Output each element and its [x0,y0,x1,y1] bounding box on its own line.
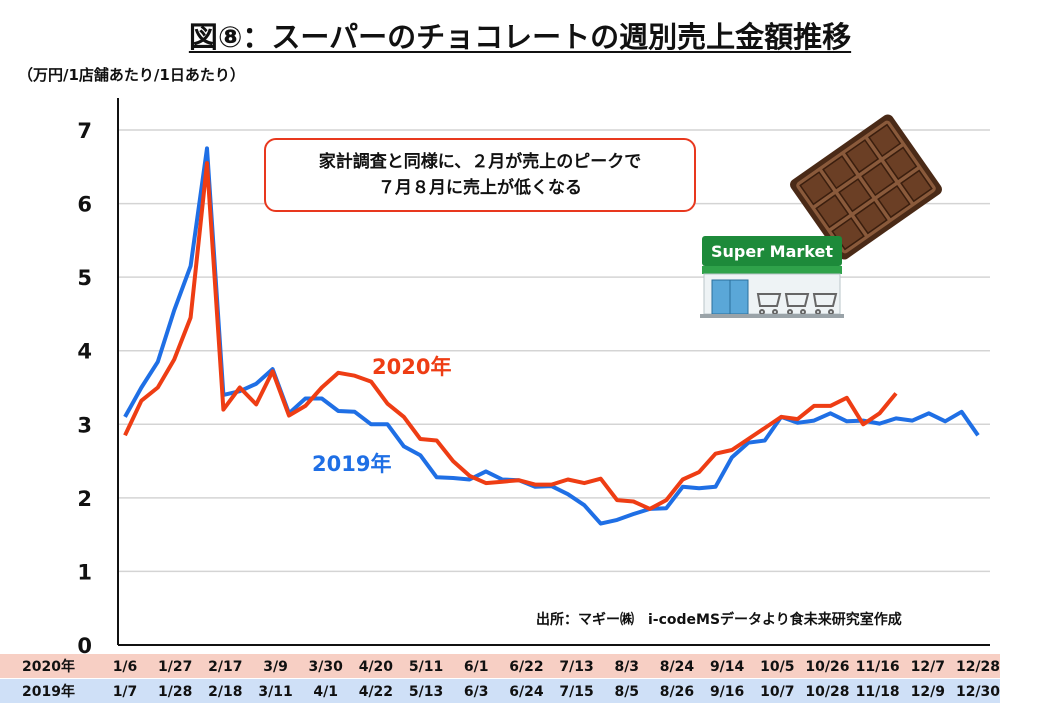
x-tick-label: 1/28 [158,684,192,700]
x-tick-label: 1/27 [158,659,192,675]
x-tick-label: 11/16 [856,659,900,675]
x-tick-label: 6/22 [509,659,543,675]
x-tick-label: 10/5 [760,659,794,675]
x-ticks-2019: 1/7 1/28 2/18 3/11 4/1 4/22 5/13 6/3 6/24 7/15 8/5… [113,684,1001,700]
x-tick-label: 3/11 [258,684,292,700]
x-tick-label: 12/28 [956,659,1000,675]
y-tick-label: 5 [77,266,92,290]
x-tick-label: 6/1 [464,659,489,675]
band-2019-label: 2019年 [22,683,75,700]
x-tick-label: 8/5 [614,684,639,700]
x-tick-label: 8/26 [660,684,694,700]
band-2020-label: 2020年 [22,658,75,675]
band-2020 [0,654,1000,678]
source-note: 出所：マギー㈱ i-codeMSデータより食未来研究室作成 [536,612,902,628]
x-tick-label: 8/3 [614,659,639,675]
y-tick-label: 3 [77,413,92,437]
x-tick-label: 3/30 [309,659,344,675]
x-tick-label: 3/9 [263,659,288,675]
x-tick-label: 11/18 [856,684,900,700]
y-tick-label: 1 [77,560,92,584]
y-tick-label: 0 [77,634,92,658]
data-points [124,148,979,524]
x-tick-label: 12/7 [911,659,945,675]
x-tick-label: 9/16 [710,684,744,700]
callout-line-2: ７月８月に売上が低くなる [378,178,582,198]
x-tick-label: 1/6 [113,659,138,675]
x-tick-label: 2/18 [208,684,242,700]
x-tick-label: 5/13 [409,684,443,700]
band-2019 [0,679,1000,703]
series-2020-line [123,161,898,511]
x-tick-label: 4/20 [359,659,394,675]
x-tick-label: 6/3 [464,684,489,700]
x-tick-label: 10/26 [805,659,849,675]
x-tick-label: 4/1 [313,684,338,700]
store-sign-text: Super Market [711,242,833,261]
callout-line-1: 家計調査と同様に、２月が売上のピークで [318,152,642,172]
x-tick-label: 10/28 [805,684,849,700]
supermarket-icon: Super Market [700,236,844,318]
x-tick-label: 9/14 [710,659,745,675]
x-tick-label: 2/17 [208,659,242,675]
y-tick-label: 4 [77,340,92,364]
x-tick-label: 5/11 [409,659,443,675]
y-tick-label: 6 [77,193,92,217]
chocolate-bar-icon [790,114,942,260]
x-ticks-2020: 1/6 1/27 2/17 3/9 3/30 4/20 5/11 6/1 6/22 7/13 8/3… [113,659,1000,675]
x-tick-label: 7/13 [559,659,593,675]
x-tick-label: 1/7 [113,684,138,700]
x-tick-label: 12/9 [911,684,945,700]
x-tick-label: 4/22 [359,684,393,700]
x-tick-label: 12/30 [956,684,1000,700]
y-tick-label: 7 [77,119,92,143]
y-axis-unit-label: （万円/1店舗あたり/1日あたり） [18,66,245,84]
series-2019-label: 2019年 [312,452,391,476]
x-tick-label: 6/24 [509,684,544,700]
annotation-callout: 家計調査と同様に、２月が売上のピークで ７月８月に売上が低くなる [264,138,696,212]
x-tick-label: 10/7 [760,684,794,700]
x-tick-label: 8/24 [660,659,695,675]
y-axis-ticks: 0 1 2 3 4 5 6 7 [77,119,92,658]
x-tick-label: 7/15 [559,684,593,700]
y-tick-label: 2 [77,487,92,511]
page-title: 図⑧：スーパーのチョコレートの週別売上金額推移 [188,20,852,54]
series-2020-label: 2020年 [372,355,451,379]
